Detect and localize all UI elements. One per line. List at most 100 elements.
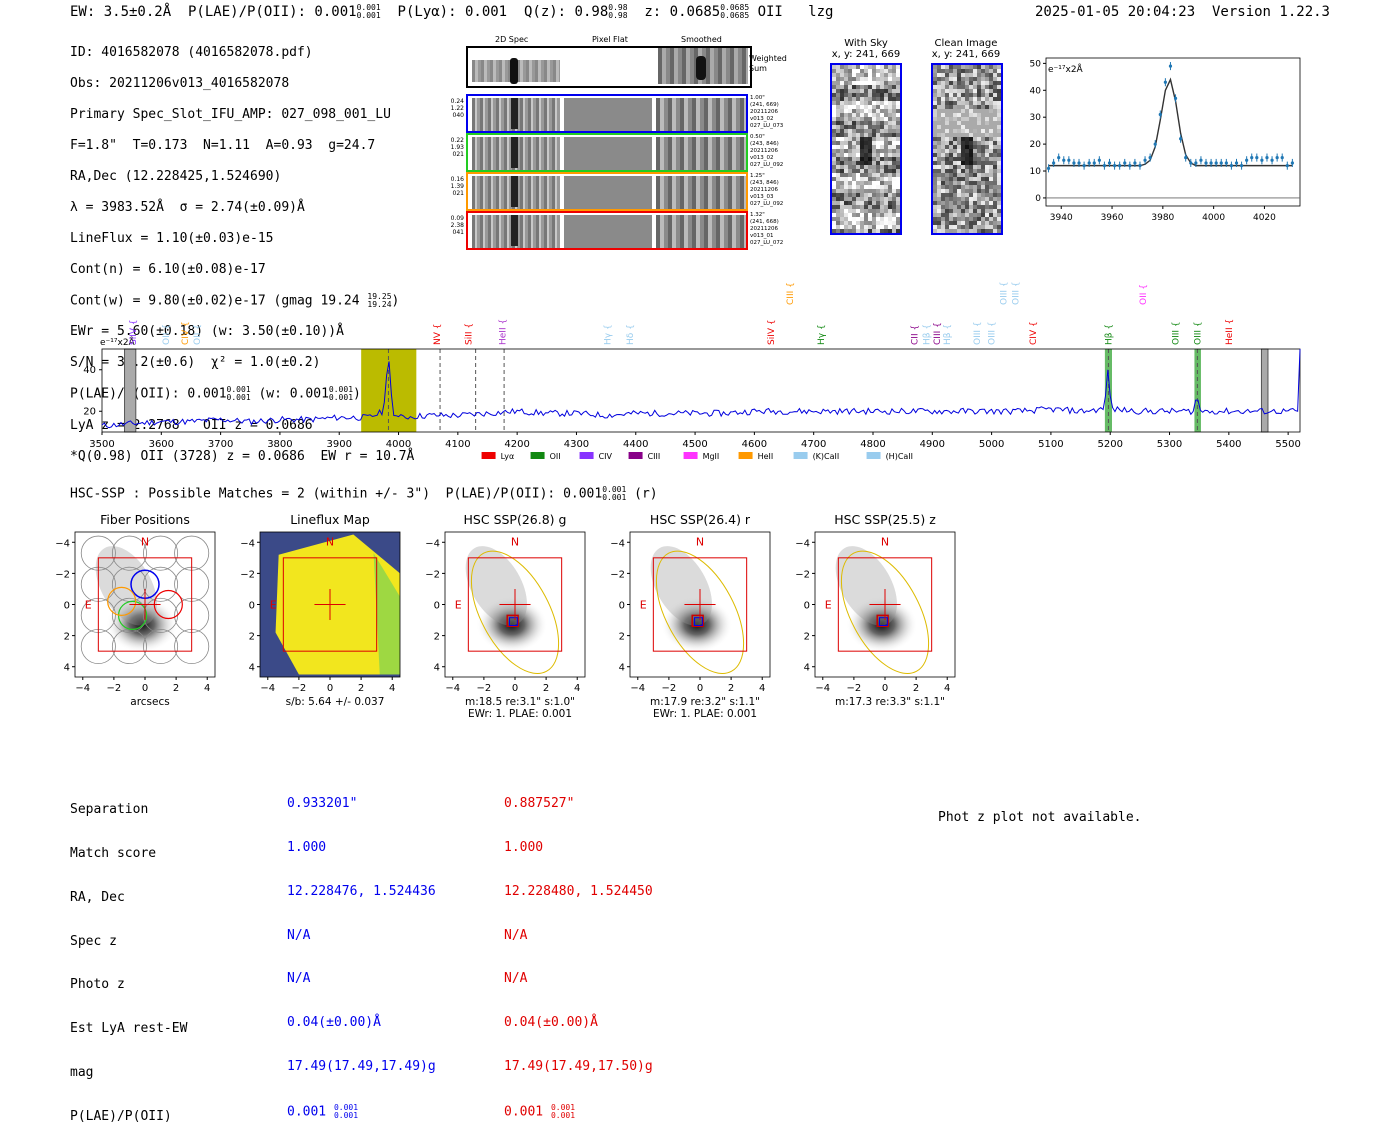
hsc-xtick-label: 2 (543, 683, 549, 694)
sky-pixel (965, 153, 969, 157)
sky-pixel (888, 169, 892, 173)
sky-pixel (961, 121, 965, 125)
sky-pixel (876, 129, 880, 133)
sky-pixel (961, 157, 965, 161)
sky-pixel (836, 81, 840, 85)
sky-pixel (957, 109, 961, 113)
sky-pixel (884, 65, 888, 69)
sky-pixel (993, 205, 997, 209)
sky-pixel (832, 225, 836, 229)
sky-pixel (864, 201, 868, 205)
sky-pixel (993, 141, 997, 145)
sky-pixel (852, 213, 856, 217)
sky-pixel (884, 133, 888, 137)
sky-pixel (860, 101, 864, 105)
sky-pixel (856, 181, 860, 185)
sky-pixel (832, 201, 836, 205)
sky-pixel (969, 209, 973, 213)
sky-pixel (977, 137, 981, 141)
sky-pixel (840, 193, 844, 197)
sky-pixel (888, 85, 892, 89)
sky-pixel (880, 225, 884, 229)
hsc-panel-xlabel: s/b: 5.64 +/- 0.037 (235, 696, 435, 708)
sky-pixel (848, 109, 852, 113)
sky-pixel (985, 197, 989, 201)
sky-pixel (949, 217, 953, 221)
sky-pixel (993, 101, 997, 105)
sky-pixel (872, 185, 876, 189)
sky-pixel (989, 145, 993, 149)
sky-pixel (997, 201, 1001, 205)
sky-pixel (973, 169, 977, 173)
sky-pixel (949, 137, 953, 141)
sky-pixel (884, 141, 888, 145)
fit-data-point (1199, 158, 1203, 162)
spec-line-label: NV { (433, 324, 443, 345)
sky-pixel (896, 109, 900, 113)
spec-line-label: OIII { (1171, 321, 1181, 345)
sky-pixel (945, 189, 949, 193)
sky-pixel (864, 213, 868, 217)
spec-legend-label: OII (550, 452, 561, 461)
cutout-row (466, 94, 748, 133)
sky-pixel (981, 221, 985, 225)
sky-pixel (969, 109, 973, 113)
match-label-specz: Spec z (70, 933, 117, 949)
sky-pixel (848, 69, 852, 73)
sky-pixel (993, 189, 997, 193)
sky-pixel (880, 117, 884, 121)
spec-xtick-label: 5000 (979, 439, 1004, 450)
sky-pixel (848, 97, 852, 101)
sky-pixel (864, 217, 868, 221)
sky-pixel (880, 177, 884, 181)
cutout-header-2dspec: 2D Spec (495, 35, 529, 44)
sky-pixel (933, 89, 937, 93)
hsc-xtick-label: −4 (815, 683, 830, 694)
fit-data-point (1123, 161, 1127, 165)
fit-xtick-label: 3960 (1101, 213, 1124, 223)
sky-pixel (860, 89, 864, 93)
cutout-header-pixelflat: Pixel Flat (592, 35, 628, 44)
sky-pixel (961, 209, 965, 213)
sky-pixel (981, 69, 985, 73)
sky-pixel (969, 97, 973, 101)
sky-pixel (892, 137, 896, 141)
sky-pixel (832, 65, 836, 69)
match-label-radec: RA, Dec (70, 889, 125, 905)
hsc-ytick-label: −2 (795, 569, 810, 580)
sky-pixel (856, 85, 860, 89)
sky-pixel (941, 217, 945, 221)
sky-pixel (840, 201, 844, 205)
spec-band-green (1194, 349, 1201, 432)
north-label: N (141, 535, 149, 548)
sky-pixel (896, 205, 900, 209)
cutout-stat: 2.38 (450, 222, 464, 229)
sky-pixel (832, 137, 836, 141)
sky-pixel (868, 73, 872, 77)
sky-pixel (989, 153, 993, 157)
cutout-meta-line: 027_LU_092 (750, 201, 784, 207)
sky-pixel (933, 113, 937, 117)
sky-pixel (840, 153, 844, 157)
sky-pixel (969, 69, 973, 73)
sky-pixel (884, 93, 888, 97)
sky-pixel (993, 217, 997, 221)
sky-pixel (876, 229, 880, 233)
sky-pixel (933, 69, 937, 73)
sky-pixel (985, 157, 989, 161)
sky-pixel (957, 97, 961, 101)
sky-pixel (945, 181, 949, 185)
sky-pixel (953, 113, 957, 117)
sky-pixel (965, 89, 969, 93)
hsc-xtick-label: 4 (759, 683, 765, 694)
sky-pixel (981, 213, 985, 217)
sky-pixel (969, 101, 973, 105)
sky-pixel (884, 177, 888, 181)
sky-pixel (864, 153, 868, 157)
sky-pixel (836, 113, 840, 117)
hsc-xtick-label: −2 (847, 683, 862, 694)
sky-pixel (868, 161, 872, 165)
sky-pixel (880, 145, 884, 149)
sky-pixel (961, 137, 965, 141)
fit-data-point (1204, 161, 1208, 165)
